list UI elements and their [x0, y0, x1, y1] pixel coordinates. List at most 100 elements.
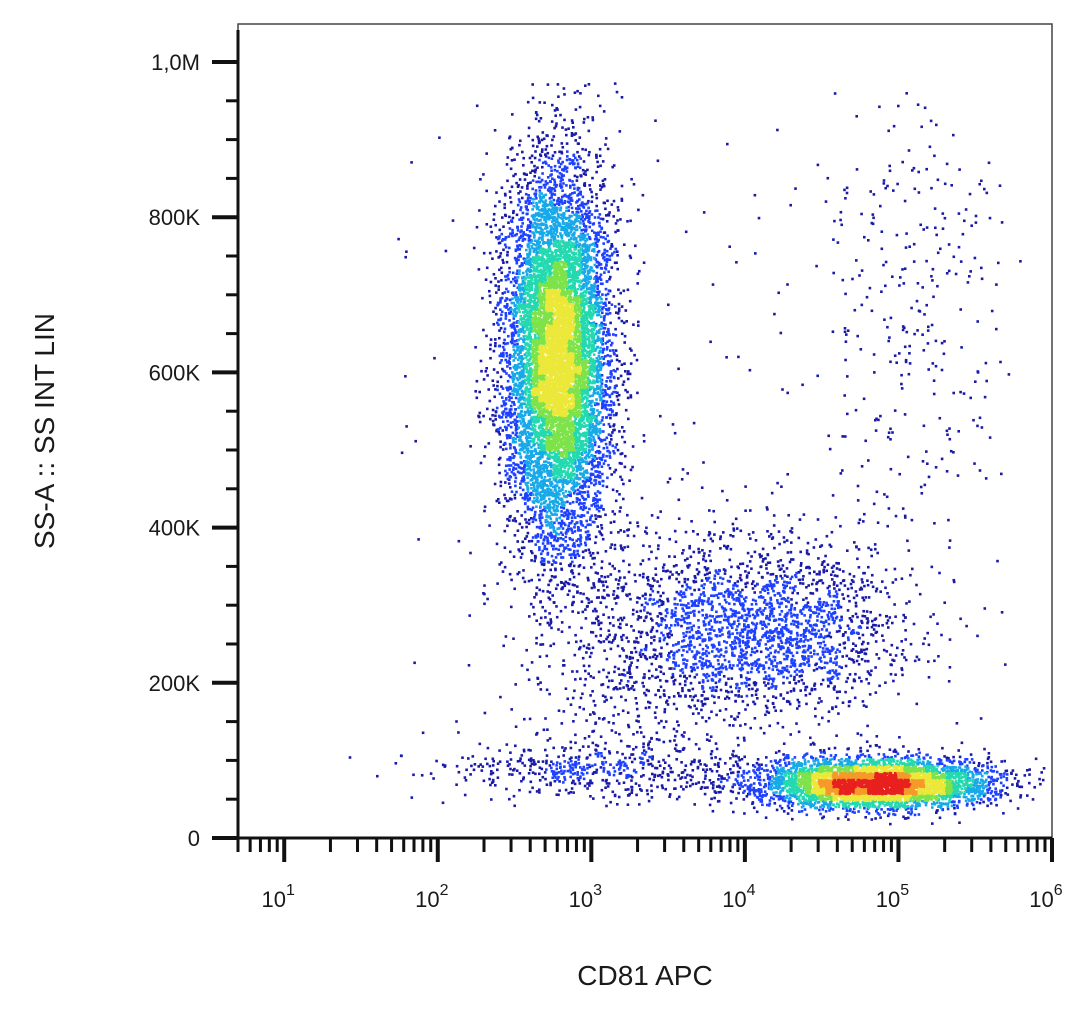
data-point: [707, 623, 711, 626]
data-point: [597, 639, 601, 643]
data-point: [781, 564, 785, 567]
data-point: [670, 612, 674, 615]
data-point: [677, 724, 680, 727]
data-point: [696, 766, 700, 770]
data-point: [826, 586, 830, 590]
data-point: [598, 482, 601, 485]
data-point: [514, 484, 517, 488]
data-point: [518, 200, 522, 204]
data-point: [731, 753, 734, 756]
data-point: [509, 514, 512, 518]
data-point: [718, 666, 722, 670]
data-point: [648, 598, 651, 602]
data-point: [689, 555, 693, 559]
data-point: [905, 92, 908, 95]
data-point: [827, 622, 831, 626]
data-point: [523, 764, 527, 767]
data-point: [620, 332, 624, 336]
data-point: [589, 675, 593, 678]
data-point: [714, 756, 717, 759]
data-point: [690, 635, 693, 639]
data-point: [958, 799, 961, 803]
data-point: [948, 638, 952, 641]
data-point: [519, 757, 522, 760]
data-point: [553, 151, 557, 154]
data-point: [822, 640, 825, 644]
data-point: [521, 211, 525, 215]
data-point: [684, 588, 688, 592]
data-point: [764, 675, 768, 678]
data-point: [739, 573, 742, 577]
data-point: [612, 590, 616, 593]
data-point: [612, 401, 615, 405]
data-point: [923, 106, 927, 110]
data-point: [856, 557, 859, 561]
data-point: [563, 584, 567, 588]
data-point: [596, 165, 600, 168]
data-point: [707, 576, 711, 580]
data-point: [871, 619, 874, 623]
data-point: [555, 183, 559, 187]
data-point: [757, 670, 761, 674]
data-point: [807, 565, 810, 569]
data-point: [586, 576, 590, 580]
data-point: [568, 537, 572, 540]
data-point: [629, 256, 633, 260]
data-point: [616, 367, 619, 371]
data-point: [677, 580, 681, 584]
data-point: [674, 614, 677, 617]
data-point: [921, 333, 924, 336]
data-point: [737, 770, 740, 774]
data-point: [509, 758, 513, 761]
data-point: [880, 247, 884, 251]
data-point: [820, 615, 824, 619]
data-point: [610, 392, 614, 396]
data-point: [721, 607, 725, 610]
data-point: [520, 552, 524, 556]
data-point: [508, 266, 511, 270]
data-point: [605, 280, 609, 283]
data-point: [609, 400, 613, 403]
data-point: [521, 222, 524, 225]
data-point: [630, 791, 634, 794]
data-point: [651, 577, 655, 580]
data-point: [876, 521, 880, 524]
data-point: [974, 221, 978, 224]
data-point: [645, 526, 648, 530]
data-point: [835, 615, 839, 619]
data-point: [885, 650, 889, 653]
data-point: [692, 636, 695, 640]
data-point: [778, 542, 781, 546]
data-point: [579, 677, 582, 681]
data-point: [714, 689, 717, 692]
data-point: [903, 345, 907, 349]
data-point: [824, 604, 828, 607]
data-point: [485, 189, 488, 193]
data-point: [694, 576, 697, 580]
data-point: [786, 691, 789, 694]
data-point: [633, 573, 637, 577]
data-point: [642, 735, 646, 739]
data-point: [856, 484, 860, 488]
data-point: [705, 616, 709, 619]
data-point: [538, 158, 541, 162]
data-point: [713, 629, 716, 632]
data-point: [681, 595, 684, 599]
data-point: [807, 659, 810, 663]
data-point: [663, 767, 666, 770]
data-point: [774, 696, 778, 700]
data-point: [671, 423, 675, 426]
data-point: [503, 330, 506, 334]
data-point: [616, 596, 620, 599]
data-point: [818, 645, 822, 649]
data-point: [829, 681, 832, 684]
data-point: [706, 697, 710, 700]
data-point: [520, 186, 524, 189]
data-point: [894, 514, 898, 518]
data-point: [597, 596, 600, 599]
data-point: [705, 644, 708, 647]
data-point: [698, 596, 701, 599]
data-point: [847, 818, 850, 821]
data-point: [555, 122, 558, 125]
data-point: [817, 723, 821, 726]
